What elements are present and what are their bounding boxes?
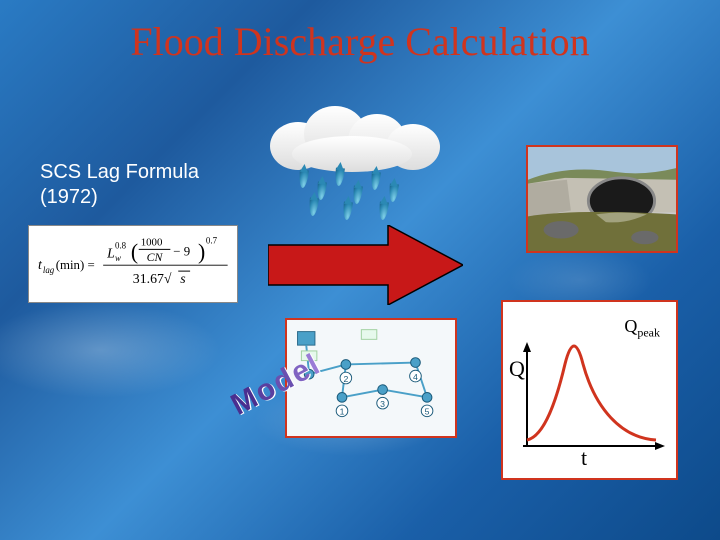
svg-text:(: (: [131, 240, 138, 264]
svg-text:4: 4: [413, 372, 418, 382]
scs-line1: SCS Lag Formula: [40, 161, 199, 183]
svg-text:1000: 1000: [141, 236, 163, 248]
culvert-photo: [526, 145, 678, 253]
page-title: Flood Discharge Calculation: [0, 18, 720, 65]
svg-text:L: L: [106, 245, 115, 260]
svg-text:0.7: 0.7: [206, 235, 218, 245]
lag-formula-svg: t lag (min) = L w 0.8 ( 1000 CN − 9 ) 0.…: [34, 230, 232, 298]
cloud-shape: [270, 100, 440, 170]
svg-text:): ): [198, 240, 205, 264]
hydrograph-svg: [511, 328, 671, 468]
svg-text:(min) =: (min) =: [56, 258, 95, 272]
svg-text:31.67√: 31.67√: [133, 271, 172, 286]
svg-text:0.8: 0.8: [115, 240, 127, 250]
svg-text:s: s: [180, 271, 185, 286]
scs-formula-label: SCS Lag Formula (1972): [40, 160, 199, 210]
raindrops-group: [295, 162, 415, 222]
lag-formula-box: t lag (min) = L w 0.8 ( 1000 CN − 9 ) 0.…: [28, 225, 238, 303]
hydrograph-box: Q Qpeak t: [501, 300, 678, 480]
svg-text:w: w: [115, 253, 121, 263]
svg-text:3: 3: [380, 399, 385, 409]
culvert-svg: [528, 147, 676, 251]
svg-text:5: 5: [425, 407, 430, 417]
svg-text:2: 2: [343, 374, 348, 384]
svg-text:lag: lag: [43, 265, 55, 275]
flow-arrow: [268, 225, 463, 305]
svg-text:1: 1: [340, 407, 345, 417]
scs-line2: (1972): [40, 186, 98, 208]
svg-text:CN: CN: [147, 250, 164, 264]
svg-text:− 9: − 9: [174, 244, 191, 258]
rain-cloud-graphic: [270, 100, 440, 230]
